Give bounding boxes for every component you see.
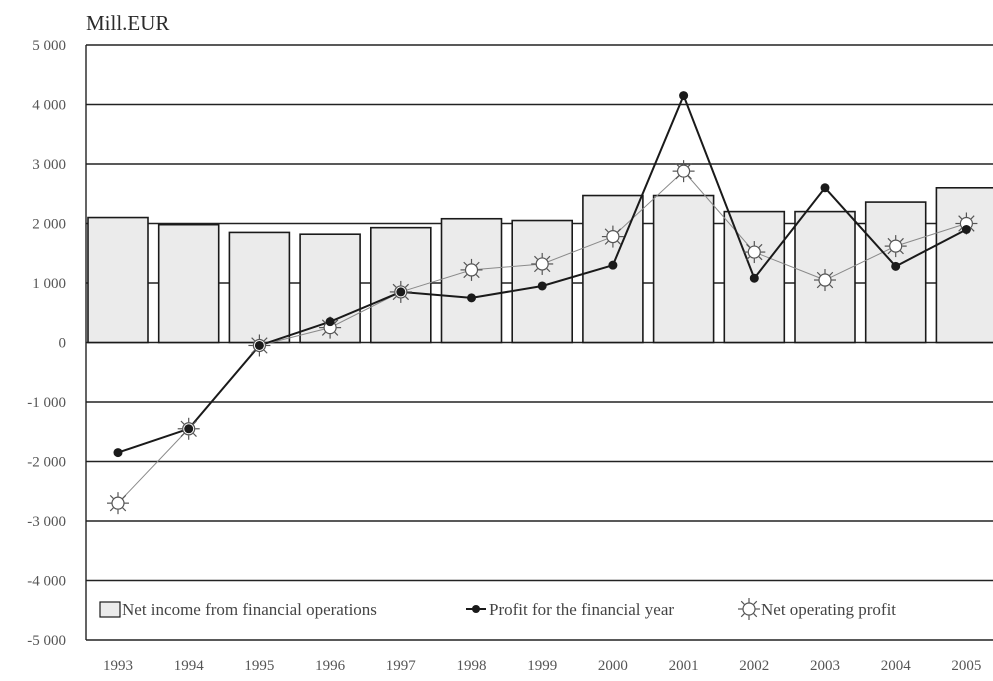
x-tick-label: 1996 <box>315 658 346 674</box>
marker-profit-1998 <box>467 293 476 303</box>
marker-profit-2003 <box>820 183 830 193</box>
y-tick-label: 1 000 <box>32 276 66 292</box>
legend-label-profit: Profit for the financial year <box>489 600 674 619</box>
y-tick-label: 4 000 <box>32 98 66 114</box>
marker-operating-1999 <box>531 252 554 275</box>
bar-2001 <box>652 194 715 344</box>
y-axis-unit-label: Mill.EUR <box>86 11 169 35</box>
marker-operating-2000 <box>601 225 624 248</box>
legend-sun-glyph <box>738 598 760 620</box>
x-tick-label: 2000 <box>598 658 628 674</box>
x-tick-label: 1995 <box>244 658 274 674</box>
marker-profit-2000 <box>608 260 618 270</box>
marker-profit-1999 <box>537 281 547 291</box>
marker-operating-2001 <box>672 160 695 183</box>
x-tick-label: 2001 <box>669 658 699 674</box>
x-tick-label: 1998 <box>457 658 487 674</box>
marker-operating-1993 <box>107 492 129 515</box>
x-tick-label: 2005 <box>951 658 981 674</box>
line-markers <box>107 91 978 515</box>
marker-operating-2004 <box>884 235 907 258</box>
legend-swatch-net-income <box>99 601 121 618</box>
marker-profit-1997 <box>396 287 406 297</box>
legend-swatch-operating-sun-icon <box>738 598 760 620</box>
legend-swatch-profit-dot <box>472 605 480 613</box>
legend: Net income from financial operations Pro… <box>99 598 896 620</box>
y-tick-label: -1 000 <box>27 395 66 411</box>
marker-profit-2004 <box>891 261 901 271</box>
marker-profit-2002 <box>749 273 759 283</box>
y-tick-label: 2 000 <box>32 217 66 233</box>
marker-profit-1994 <box>184 424 194 434</box>
bar-1994 <box>157 223 220 344</box>
x-tick-label: 1999 <box>527 658 557 674</box>
legend-label-operating: Net operating profit <box>761 600 896 619</box>
bar-2004 <box>864 201 927 344</box>
y-tick-label: 5 000 <box>32 38 66 54</box>
marker-operating-1998 <box>460 258 483 281</box>
x-tick-label: 1993 <box>103 658 133 674</box>
bar-series-net-income <box>87 187 993 344</box>
y-tick-label: -5 000 <box>27 633 66 649</box>
y-tick-label: 0 <box>59 336 67 352</box>
marker-profit-1993 <box>113 448 123 458</box>
y-axis-tick-labels: 5 000 4 000 3 000 2 000 1 000 0 -1 000 -2 000 -3… <box>27 38 66 649</box>
y-tick-label: -4 000 <box>27 574 66 590</box>
marker-operating-2002 <box>743 241 766 264</box>
x-tick-label: 2002 <box>739 658 769 674</box>
marker-profit-1996 <box>325 317 335 327</box>
bar-1993 <box>87 216 149 344</box>
x-axis-tick-labels: 1993 1994 1995 1996 1997 1998 1999 2000 2001 2002… <box>103 658 981 674</box>
y-tick-label: -2 000 <box>27 455 66 471</box>
y-tick-label: -3 000 <box>27 514 66 530</box>
legend-label-net-income: Net income from financial operations <box>122 600 377 619</box>
x-tick-label: 1997 <box>386 658 417 674</box>
x-tick-label: 1994 <box>174 658 205 674</box>
bar-2005 <box>935 187 993 344</box>
marker-operating-2003 <box>814 269 836 292</box>
marker-profit-2001 <box>679 91 689 101</box>
x-tick-label: 2003 <box>810 658 840 674</box>
y-tick-label: 3 000 <box>32 157 66 173</box>
marker-profit-1995 <box>254 340 264 350</box>
x-tick-label: 2004 <box>881 658 912 674</box>
bar-1995 <box>228 231 291 344</box>
marker-profit-2005 <box>961 224 971 234</box>
